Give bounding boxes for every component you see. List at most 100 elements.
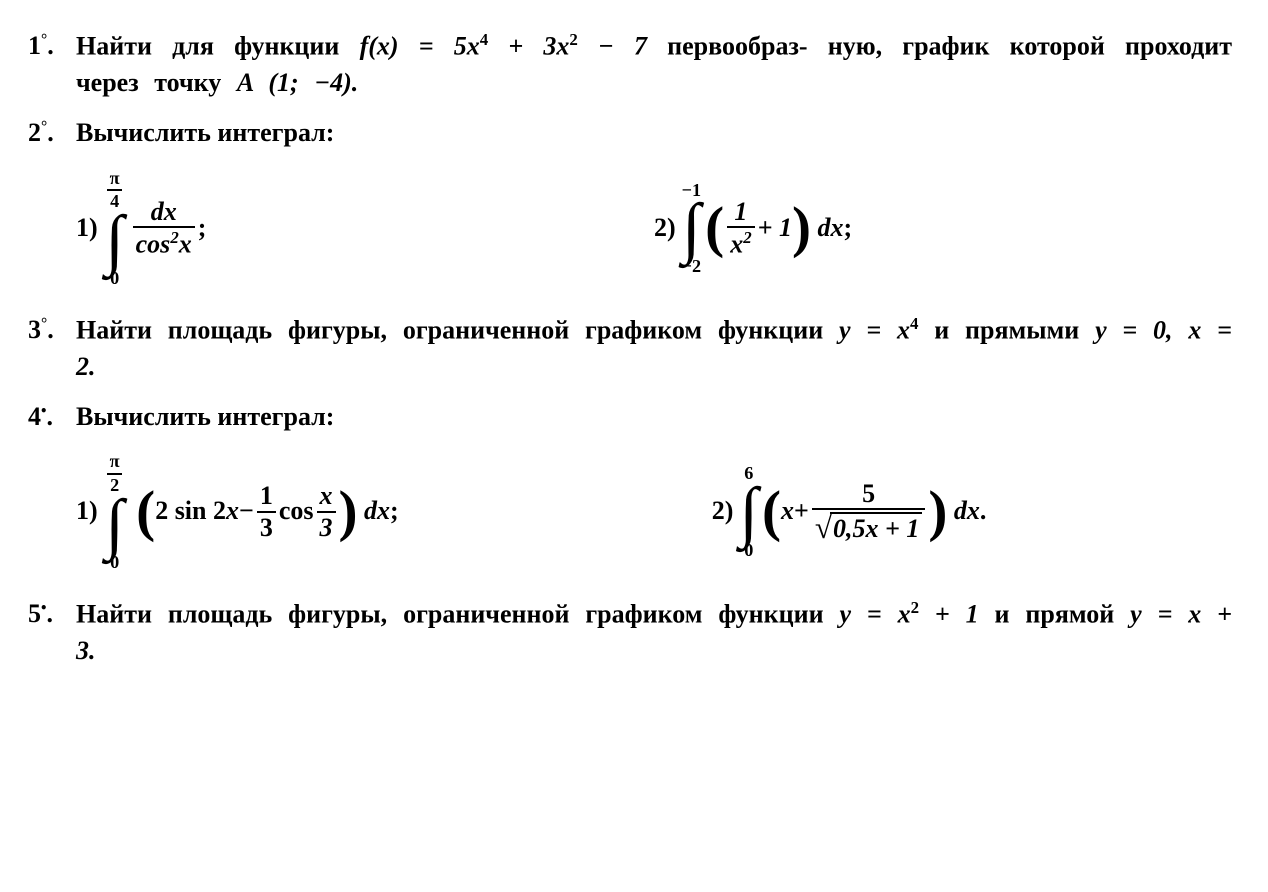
frac: 5 √ 0,5x + 1 [812,480,925,543]
text: и прямыми [918,315,1095,344]
subitem-2-2: 2) −1 ∫ −2 ( 1 x2 + 1 ) dx; [654,168,1232,288]
text: Вычислить интеграл: [76,402,334,431]
v: x [226,493,239,529]
problem-number: 3°. [28,312,76,385]
integral-icon: π2 ∫ 0 [104,452,126,570]
paren-open: ( [762,472,781,552]
formula: y = x [839,315,910,344]
num: 4 [28,402,41,431]
integral-icon: −1 ∫ −2 [682,181,701,275]
n: 1 [731,198,750,226]
frac-num: dx [148,198,180,226]
problem-4-subitems: 1) π2 ∫ 0 ( 2 sin 2x − 13 cos x3 ) dx; 2… [76,452,1232,580]
problem-text: Вычислить интеграл: [76,399,1232,435]
problem-text: Найти площадь фигуры, ограниченной графи… [76,312,1232,385]
tail: ; [844,210,853,246]
sup: 4 [480,30,488,49]
formula: + 3x [488,32,569,61]
text: Найти для функции [76,32,360,61]
sub-number: 1) [76,210,98,246]
paren-open: ( [705,188,724,268]
text: Найти площадь фигуры, ограниченной графи… [76,315,702,344]
problem-number: 4•. [28,399,76,435]
sub-number: 1) [76,493,98,529]
text: Вычислить интеграл: [76,118,334,147]
t: x [179,230,192,259]
problem-number: 1°. [28,28,76,101]
sqrt-icon: √ 0,5x + 1 [815,512,922,543]
d: 3 [317,511,336,541]
integral-icon: π4 ∫ 0 [104,169,126,287]
sub-number: 2) [654,210,676,246]
dx: dx [818,210,844,246]
mark-icon: • [41,403,46,420]
t: + [794,493,809,529]
n: x [317,482,336,510]
frac: 1 x2 [727,198,754,258]
problem-1: 1°. Найти для функции f(x) = 5x4 + 3x2 −… [28,28,1232,101]
num: 5 [28,599,41,628]
t: + 1 [758,210,792,246]
num: 1 [28,31,41,60]
paren-close: ) [792,188,811,268]
problem-text: Вычислить интеграл: [76,115,1232,151]
subitem-4-2: 2) 6 ∫ 0 ( x + 5 √ 0,5x + 1 ) dx. [712,452,1232,572]
n: 1 [257,482,276,510]
formula: + 1 [919,599,979,628]
text: функции [718,315,839,344]
tail: ; [390,493,399,529]
tail: . [980,493,987,529]
frac: x3 [317,482,336,541]
formula: − 7 [578,32,647,61]
problem-text: Найти площадь фигуры, ограниченной графи… [76,596,1232,669]
tail: ; [198,210,207,246]
sub-number: 2) [712,493,734,529]
integral-icon: 6 ∫ 0 [739,464,758,558]
ub-num: π [107,452,123,472]
problem-number: 5•. [28,596,76,669]
num: 2 [28,118,41,147]
lb: −2 [682,257,701,275]
mark-icon: • [41,599,46,616]
t: cos [136,230,171,259]
sup: 2 [911,598,919,617]
problem-2: 2°. Вычислить интеграл: [28,115,1232,151]
problem-number: 2°. [28,115,76,151]
frac: 13 [257,482,276,541]
lb: 0 [110,269,119,287]
v: x [781,493,794,529]
d: x [730,230,743,259]
problem-4: 4•. Вычислить интеграл: [28,399,1232,435]
t: − [239,493,254,529]
t: 2 sin 2 [155,493,226,529]
integrand: dx cos2x [133,198,195,258]
sup: 2 [569,30,577,49]
problem-5: 5•. Найти площадь фигуры, ограниченной г… [28,596,1232,669]
s: 2 [743,228,751,247]
point: A (1; −4). [237,68,358,97]
problem-text: Найти для функции f(x) = 5x4 + 3x2 − 7 п… [76,28,1232,101]
d: 3 [257,511,276,541]
lb: 0 [744,541,753,559]
text: Найти площадь фигуры, ограниченной графи… [76,599,702,628]
problem-2-subitems: 1) π4 ∫ 0 dx cos2x ; 2) −1 ∫ −2 ( 1 x2 +… [76,168,1232,296]
dx: dx [954,493,980,529]
text: функции [718,599,839,628]
text: первообраз- [647,32,808,61]
subitem-4-1: 1) π2 ∫ 0 ( 2 sin 2x − 13 cos x3 ) dx; [76,452,712,572]
n: 5 [859,480,878,508]
mark-icon: ° [41,31,47,48]
paren-close: ) [339,472,358,552]
s: 2 [170,228,178,247]
formula: f(x) = 5x [360,32,480,61]
mark-icon: ° [41,315,47,332]
paren-open: ( [136,472,155,552]
subitem-2-1: 1) π4 ∫ 0 dx cos2x ; [76,168,654,288]
dx: dx [364,493,390,529]
t: cos [279,493,314,529]
paren-close: ) [928,472,947,552]
mark-icon: ° [41,119,47,136]
problem-3: 3°. Найти площадь фигуры, ограниченной г… [28,312,1232,385]
radicand: 0,5x + 1 [830,512,922,543]
text: и прямой [979,599,1131,628]
